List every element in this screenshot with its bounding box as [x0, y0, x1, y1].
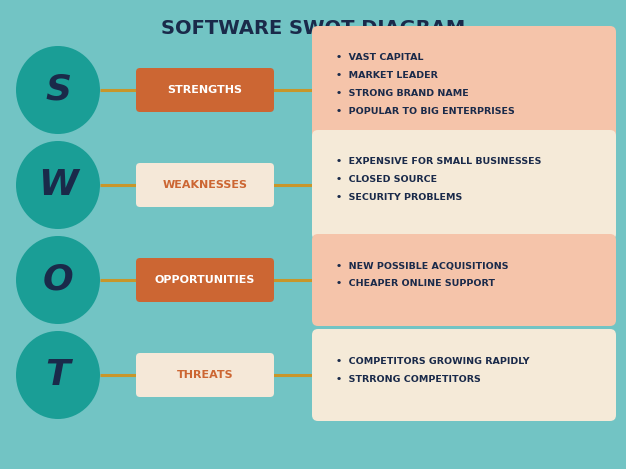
FancyBboxPatch shape	[136, 68, 274, 112]
FancyBboxPatch shape	[312, 26, 616, 154]
Text: WEAKNESSES: WEAKNESSES	[163, 180, 247, 190]
Ellipse shape	[16, 141, 100, 229]
Text: O: O	[43, 263, 73, 297]
FancyBboxPatch shape	[136, 163, 274, 207]
Text: •  STRRONG COMPETITORS: • STRRONG COMPETITORS	[336, 375, 481, 384]
Text: THREATS: THREATS	[177, 370, 233, 380]
Ellipse shape	[16, 236, 100, 324]
Text: S: S	[45, 73, 71, 107]
Text: •  MARKET LEADER: • MARKET LEADER	[336, 71, 438, 81]
Text: •  COMPETITORS GROWING RAPIDLY: • COMPETITORS GROWING RAPIDLY	[336, 356, 530, 365]
Text: •  EXPENSIVE FOR SMALL BUSINESSES: • EXPENSIVE FOR SMALL BUSINESSES	[336, 158, 541, 166]
FancyBboxPatch shape	[136, 258, 274, 302]
Text: •  VAST CAPITAL: • VAST CAPITAL	[336, 53, 424, 62]
Text: OPPORTUNITIES: OPPORTUNITIES	[155, 275, 255, 285]
Text: •  CHEAPER ONLINE SUPPORT: • CHEAPER ONLINE SUPPORT	[336, 280, 495, 288]
Text: •  SECURITY PROBLEMS: • SECURITY PROBLEMS	[336, 194, 462, 203]
Text: •  CLOSED SOURCE: • CLOSED SOURCE	[336, 175, 437, 184]
FancyBboxPatch shape	[136, 353, 274, 397]
Text: •  POPULAR TO BIG ENTERPRISES: • POPULAR TO BIG ENTERPRISES	[336, 107, 515, 116]
FancyBboxPatch shape	[312, 329, 616, 421]
Text: STRENGTHS: STRENGTHS	[168, 85, 242, 95]
Text: SOFTWARE SWOT DIAGRAM: SOFTWARE SWOT DIAGRAM	[161, 18, 465, 38]
FancyBboxPatch shape	[312, 130, 616, 240]
Text: •  NEW POSSIBLE ACQUISITIONS: • NEW POSSIBLE ACQUISITIONS	[336, 262, 508, 271]
Ellipse shape	[16, 46, 100, 134]
Text: T: T	[46, 358, 70, 392]
Text: •  STRONG BRAND NAME: • STRONG BRAND NAME	[336, 90, 469, 98]
FancyBboxPatch shape	[312, 234, 616, 326]
Ellipse shape	[16, 331, 100, 419]
Text: W: W	[38, 168, 78, 202]
